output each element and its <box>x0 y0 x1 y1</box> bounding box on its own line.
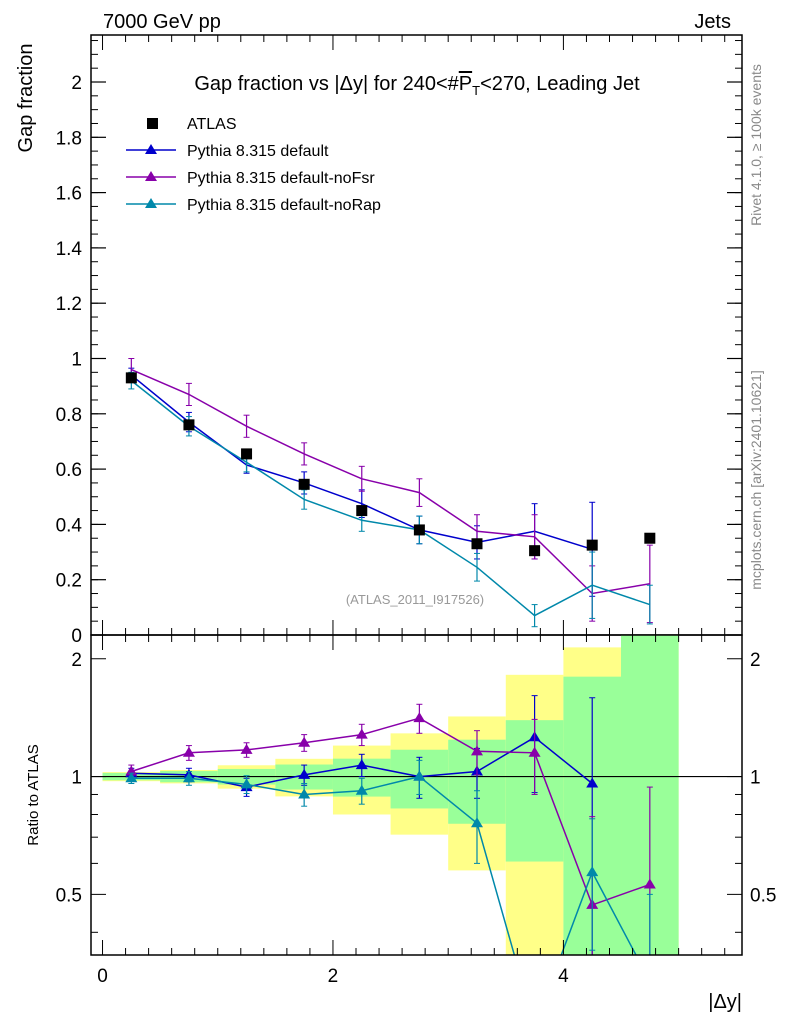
legend-atlas-label: ATLAS <box>187 116 237 133</box>
ratio-tick-label: 2 <box>71 650 82 671</box>
ratio-series-2-point <box>586 866 599 877</box>
x-axis-label: |Δy| <box>708 991 742 1013</box>
y-tick-label: 1.4 <box>56 239 83 260</box>
ratio-axes: 0 2 4 0.5 0.5 1 1 2 2 <box>56 635 776 987</box>
atlas-data-point <box>413 524 425 536</box>
ratio-series-1-point <box>470 745 483 756</box>
process-label: Jets <box>694 11 731 33</box>
x-tick-label: 2 <box>328 966 339 987</box>
ratio-panel: 0 2 4 0.5 0.5 1 1 2 2 <box>56 634 776 987</box>
energy-label: 7000 GeV pp <box>103 11 221 33</box>
main-panel: 0 0.2 0.4 0.6 0.8 1 1.2 1.4 1.6 1.8 2 <box>56 34 743 647</box>
ratio-series-2-point <box>298 788 311 799</box>
ratio-series-0-point <box>355 759 368 770</box>
ratio-frame <box>90 634 743 956</box>
atlas-data-point <box>183 419 195 431</box>
mcplots-label: mcplots.cern.ch [arXiv:2401.10621] <box>748 370 764 589</box>
atlas-data-point <box>298 478 310 490</box>
y-tick-label: 1.6 <box>56 184 82 205</box>
legend-default-label: Pythia 8.315 default <box>187 143 329 160</box>
y-axis-label: Gap fraction <box>15 44 37 153</box>
plot-title: Gap fraction vs |Δy| for 240<#PT<270, Le… <box>194 73 640 98</box>
rivet-version-label: Rivet 4.1.0, ≥ 100k events <box>748 64 764 226</box>
ratio-series-1-point <box>182 746 195 757</box>
ratio-series-2-point <box>413 770 426 781</box>
y-tick-label: 1.2 <box>56 294 82 315</box>
y-tick-label: 2 <box>71 73 82 94</box>
legend-nofsr-label: Pythia 8.315 default-noFsr <box>187 170 375 187</box>
ratio-tick-label-right: 2 <box>750 650 761 671</box>
ratio-series-1-line <box>131 717 651 906</box>
ratio-tick-label-right: 0.5 <box>750 885 776 906</box>
main-data-points <box>125 372 656 557</box>
y-tick-label: 1.8 <box>56 128 82 149</box>
ratio-series-2-point <box>125 772 138 783</box>
main-axes: 0 0.2 0.4 0.6 0.8 1 1.2 1.4 1.6 1.8 2 <box>56 35 742 647</box>
analysis-watermark: (ATLAS_2011_I917526) <box>346 592 484 607</box>
legend-norap-marker <box>145 198 157 208</box>
ratio-series-2-point <box>470 817 483 828</box>
atlas-data-point <box>644 532 656 544</box>
atlas-data-point <box>529 545 541 557</box>
series-2 <box>128 371 653 628</box>
ratio-tick-label: 0.5 <box>56 885 82 906</box>
y-tick-label: 1 <box>71 350 82 371</box>
ratio-tick-label-right: 1 <box>750 768 761 789</box>
ratio-series-2-point <box>182 772 195 783</box>
ratio-tick-label: 1 <box>71 768 82 789</box>
legend-norap-label: Pythia 8.315 default-noRap <box>187 197 381 214</box>
plot-title-post: <270, Leading Jet <box>480 73 640 95</box>
plot-title-pre: Gap fraction vs |Δy| for 240<# <box>194 73 459 95</box>
legend-atlas-marker <box>147 118 158 129</box>
legend-nofsr-marker <box>145 171 157 181</box>
ratio-series-0-point <box>586 777 599 788</box>
series-1 <box>128 358 653 624</box>
atlas-data-point <box>125 372 137 384</box>
y-tick-label: 0.8 <box>56 405 82 426</box>
ratio-series-2-point <box>240 778 253 789</box>
atlas-data-point <box>586 539 598 551</box>
atlas-data-point <box>356 505 368 517</box>
plot-title-p: P <box>459 73 472 95</box>
ratio-series-1-point <box>240 743 253 754</box>
atlas-data-point <box>241 448 253 460</box>
ratio-series-0-point <box>298 768 311 779</box>
ratio-bands <box>91 635 742 955</box>
ratio-series-1-point <box>643 878 656 889</box>
main-series <box>128 358 653 628</box>
y-tick-label: 0.6 <box>56 460 82 481</box>
x-tick-label: 4 <box>558 966 569 987</box>
legend-default-marker <box>145 144 157 154</box>
y-tick-label: 0.4 <box>56 515 83 536</box>
legend: ATLAS Pythia 8.315 default Pythia 8.315 … <box>126 116 381 214</box>
ratio-series-1-point <box>355 728 368 739</box>
y-tick-label: 0 <box>71 626 82 647</box>
ratio-series-1-point <box>528 746 541 757</box>
atlas-data-point <box>471 538 483 550</box>
series-1-line <box>131 368 650 595</box>
x-tick-label: 0 <box>97 966 108 987</box>
ratio-series-2-point <box>355 784 368 795</box>
ratio-y-axis-label: Ratio to ATLAS <box>25 744 42 845</box>
ratio-series-1-point <box>413 712 426 723</box>
ratio-series-1-point <box>298 736 311 747</box>
series-2-line <box>130 380 651 617</box>
ratio-series-1 <box>125 703 656 955</box>
plot-title-sub: T <box>472 83 480 98</box>
y-tick-label: 0.2 <box>56 571 82 592</box>
